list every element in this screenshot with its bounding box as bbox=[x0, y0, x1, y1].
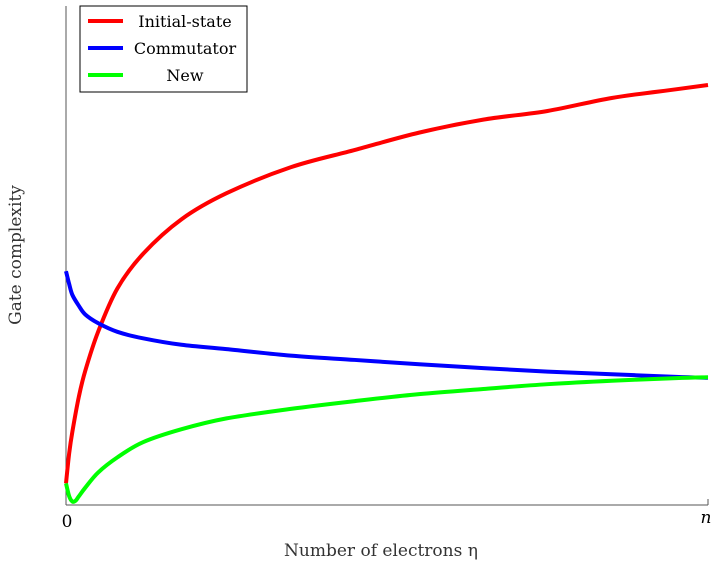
legend-label-commutator: Commutator bbox=[134, 39, 237, 58]
legend-label-new: New bbox=[166, 66, 203, 85]
x-axis-label: Number of electrons η bbox=[284, 541, 478, 561]
x-tick-label-0: 0 bbox=[62, 512, 73, 532]
series-line-commutator bbox=[64, 270, 709, 380]
series-line-initial-state bbox=[64, 83, 709, 484]
y-axis-label: Gate complexity bbox=[6, 185, 26, 325]
legend-label-initial-state: Initial-state bbox=[138, 12, 231, 31]
x-tick-label-n: n bbox=[701, 508, 712, 528]
series-line-new bbox=[64, 375, 709, 504]
series-layer bbox=[64, 83, 709, 504]
legend: Initial-state Commutator New bbox=[79, 5, 248, 93]
